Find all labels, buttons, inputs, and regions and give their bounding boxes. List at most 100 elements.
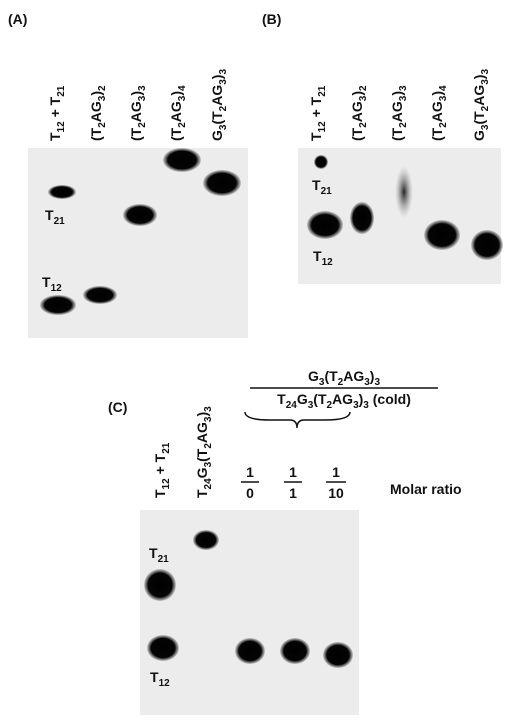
subscript: 2 <box>203 443 214 449</box>
fraction-numerator: G3(T2AG3)3 <box>308 368 380 388</box>
lane-label: T24G3(T2AG3)3 <box>194 406 214 498</box>
text-part: AG <box>389 101 405 122</box>
subscript: 2 <box>97 122 108 128</box>
text-part: (T <box>324 368 338 384</box>
subscript: 12 <box>317 121 328 133</box>
band <box>203 170 241 196</box>
brace <box>244 411 351 429</box>
subscript: 3 <box>480 69 491 75</box>
panel-label: (A) <box>8 11 27 27</box>
text-part: G <box>209 130 225 141</box>
text-part: AG <box>471 85 487 106</box>
text-part: ) <box>359 391 364 407</box>
subscript: 3 <box>480 124 491 130</box>
subscript: 3 <box>438 95 449 101</box>
subscript: 24 <box>286 400 298 411</box>
ratio-bottom: 1 <box>289 485 297 501</box>
subscript: 3 <box>480 79 491 85</box>
lane-label: (T2AG3)2 <box>88 85 108 141</box>
text-part: ) <box>209 75 225 80</box>
ratio-top: 1 <box>332 464 340 480</box>
band-label: T21 <box>312 177 332 197</box>
ratio-top: 1 <box>246 464 254 480</box>
subscript: 3 <box>358 95 369 101</box>
text-part: ) <box>88 91 104 96</box>
text-part: ) <box>389 91 405 96</box>
text-part: ) <box>128 91 144 96</box>
band-label: T21 <box>45 207 65 227</box>
subscript: 2 <box>177 122 188 128</box>
text-part: T <box>312 177 321 193</box>
text-part: T <box>47 132 63 141</box>
fraction-denominator: T24G3(T2AG3)3 (cold) <box>277 391 411 411</box>
subscript: 4 <box>438 85 449 91</box>
text-part: AG <box>88 101 104 122</box>
text-part: ) <box>168 91 184 96</box>
subscript: 21 <box>54 216 66 227</box>
subscript: 2 <box>97 85 108 91</box>
text-part: ) <box>349 91 365 96</box>
text-part: T <box>194 489 210 498</box>
text-part: + T <box>152 453 168 478</box>
text-part: (T <box>128 127 144 141</box>
gel-c <box>140 510 359 715</box>
text-part: T <box>277 391 286 407</box>
subscript: 2 <box>218 105 229 111</box>
band <box>314 155 328 169</box>
subscript: 2 <box>137 122 148 128</box>
bands <box>40 148 503 668</box>
band <box>40 295 76 315</box>
subscript: 2 <box>327 400 333 411</box>
band <box>280 638 310 664</box>
panel-label: (B) <box>262 11 281 27</box>
subscript: 21 <box>321 186 333 197</box>
text-part: G <box>471 130 487 141</box>
band-label: T12 <box>313 248 333 268</box>
subscript: 2 <box>358 122 369 128</box>
text-part: ) <box>471 75 487 80</box>
subscript: 3 <box>97 95 108 101</box>
subscript: 2 <box>398 122 409 128</box>
subscript: 3 <box>353 400 359 411</box>
lane-label: T12 + T21 <box>47 85 67 141</box>
subscript: 12 <box>322 257 334 268</box>
text-part: (T <box>471 111 487 125</box>
text-part: + T <box>308 96 324 121</box>
lane-label: (T2AG3)2 <box>349 85 369 141</box>
lane-label: T12 + T21 <box>152 442 172 498</box>
ratio-bottom: 0 <box>246 485 254 501</box>
text-part: ) <box>429 91 445 96</box>
band <box>395 166 413 218</box>
text-part: (T <box>209 111 225 125</box>
text-part: (T <box>349 127 365 141</box>
subscript: 3 <box>177 95 188 101</box>
subscript: 3 <box>137 85 148 91</box>
band <box>193 530 219 550</box>
text-part: (T <box>429 127 445 141</box>
text-part: (cold) <box>369 391 411 407</box>
subscript: 3 <box>218 124 229 130</box>
lane-label: (T2AG3)4 <box>429 85 449 141</box>
subscript: 3 <box>319 377 325 388</box>
text-part: (T <box>194 448 210 462</box>
subscript: 3 <box>203 461 214 467</box>
text-part: (T <box>88 127 104 141</box>
panel-label: (C) <box>108 399 127 415</box>
text-part: ) <box>370 368 375 384</box>
subscript: 3 <box>218 79 229 85</box>
lane-label: (T2AG3)3 <box>128 85 148 141</box>
subscript: 3 <box>308 400 314 411</box>
band <box>144 569 176 601</box>
band-label: T12 <box>150 669 170 689</box>
subscript: 12 <box>51 283 63 294</box>
text-part: G <box>194 467 210 478</box>
subscript: 2 <box>358 85 369 91</box>
lane-label: (T2AG3)4 <box>168 85 188 141</box>
text-part: (T <box>389 127 405 141</box>
ratio-label: Molar ratio <box>390 481 462 497</box>
subscript: 21 <box>56 85 67 97</box>
text-part: AG <box>194 422 210 443</box>
lane-label: G3(T2AG3)3 <box>209 69 229 141</box>
text-part: (T <box>313 391 327 407</box>
text-part: (T <box>168 127 184 141</box>
